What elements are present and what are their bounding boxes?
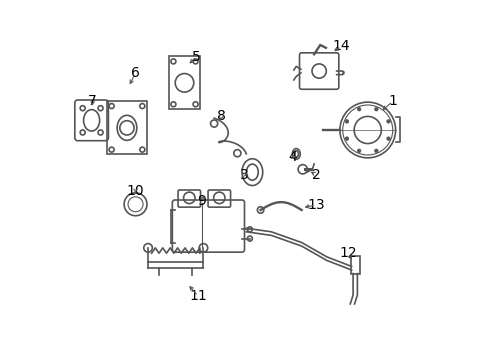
Text: 2: 2 — [311, 168, 320, 182]
Text: 6: 6 — [131, 66, 140, 80]
Text: 4: 4 — [288, 150, 297, 164]
Text: 1: 1 — [387, 94, 396, 108]
Bar — [107, 102, 147, 154]
Text: 11: 11 — [189, 289, 206, 303]
Circle shape — [345, 137, 348, 140]
Text: 8: 8 — [216, 109, 225, 123]
Text: 3: 3 — [240, 168, 248, 182]
Circle shape — [386, 120, 389, 123]
Text: 12: 12 — [339, 246, 356, 260]
Circle shape — [357, 107, 360, 111]
Circle shape — [357, 149, 360, 153]
Bar — [350, 256, 360, 274]
Circle shape — [374, 149, 377, 153]
Text: 14: 14 — [331, 39, 349, 53]
Text: 5: 5 — [191, 50, 200, 64]
Text: 10: 10 — [126, 184, 144, 198]
Bar — [168, 57, 200, 109]
Circle shape — [386, 137, 389, 140]
Text: 7: 7 — [88, 94, 97, 108]
Circle shape — [374, 107, 377, 111]
Text: 9: 9 — [197, 194, 205, 208]
Circle shape — [345, 120, 348, 123]
Text: 13: 13 — [306, 198, 324, 212]
